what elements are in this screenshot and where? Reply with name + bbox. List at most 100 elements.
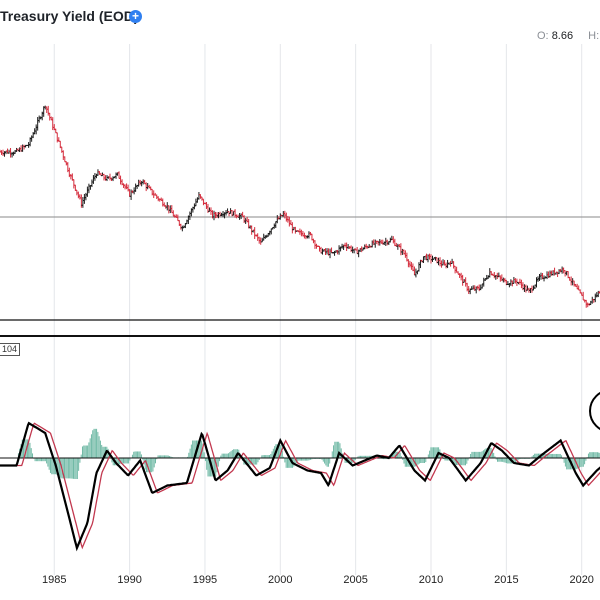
annotation-circle[interactable] — [589, 390, 600, 432]
histogram-bar — [84, 445, 86, 458]
histogram-bar — [161, 455, 163, 458]
histogram-bar — [488, 448, 490, 458]
histogram-bar — [78, 458, 80, 471]
histogram-bar — [89, 438, 91, 458]
histogram-bar — [306, 458, 308, 461]
histogram-bar — [393, 452, 395, 458]
histogram-bar — [34, 458, 36, 462]
histogram-bar — [193, 440, 195, 458]
histogram-bar — [354, 458, 356, 460]
histogram-bar — [268, 455, 270, 458]
histogram-bar — [224, 453, 226, 458]
histogram-bar — [199, 440, 201, 458]
plus-circle-icon[interactable]: + — [129, 10, 142, 23]
histogram-bar — [217, 458, 219, 467]
histogram-bar — [124, 458, 126, 464]
histogram-bar — [137, 451, 139, 458]
histogram-bar — [65, 458, 67, 479]
histogram-bar — [90, 434, 92, 458]
histogram-bar — [271, 451, 273, 458]
histogram-bar — [142, 458, 144, 460]
histogram-bar — [429, 450, 431, 458]
histogram-bar — [279, 444, 281, 458]
histogram-bar — [299, 458, 301, 461]
histogram-bar — [548, 453, 550, 458]
histogram-bar — [482, 450, 484, 458]
histogram-bar — [288, 458, 290, 468]
histogram-bar — [594, 452, 596, 458]
histogram-bar — [534, 453, 536, 458]
histogram-bar — [473, 451, 475, 458]
histogram-bar — [537, 453, 539, 458]
histogram-bar — [326, 458, 328, 467]
histogram-bar — [194, 440, 196, 458]
histogram-bar — [43, 458, 45, 462]
histogram-bar — [93, 428, 95, 458]
histogram-bar — [353, 458, 355, 462]
histogram-bar — [336, 441, 338, 458]
x-tick-label: 1985 — [42, 574, 66, 586]
open-value: 8.66 — [551, 30, 574, 42]
histogram-bar — [222, 453, 224, 458]
histogram-bar — [340, 448, 342, 458]
histogram-bar — [157, 455, 159, 458]
open-label: O: — [537, 30, 549, 42]
histogram-bar — [420, 458, 422, 463]
histogram-bar — [98, 436, 100, 458]
histogram-bar — [83, 445, 85, 458]
histogram-bar — [267, 455, 269, 458]
histogram-bar — [169, 456, 171, 458]
histogram-bar — [554, 453, 556, 458]
histogram-bar — [128, 458, 130, 464]
histogram-bar — [591, 452, 593, 458]
histogram-bar — [226, 453, 228, 458]
histogram-bar — [546, 453, 548, 458]
histogram-bar — [188, 452, 190, 458]
histogram-bar — [541, 453, 543, 458]
histogram-bar — [550, 453, 552, 458]
histogram-bar — [117, 458, 119, 465]
histogram-bar — [81, 446, 83, 458]
histogram-bar — [122, 458, 124, 464]
histogram-bar — [334, 441, 336, 458]
histogram-bar — [338, 441, 340, 458]
histogram-bar — [384, 458, 386, 460]
histogram-bar — [415, 458, 417, 467]
histogram-bar — [206, 458, 208, 470]
histogram-bar — [253, 458, 255, 465]
histogram-bar — [458, 458, 460, 466]
histogram-bar — [587, 453, 589, 458]
histogram-bar — [52, 458, 54, 475]
histogram-bar — [407, 458, 409, 467]
histogram-bar — [23, 439, 25, 458]
histogram-bar — [162, 455, 164, 458]
histogram-bar — [96, 428, 98, 458]
histogram-bar — [103, 446, 105, 458]
histogram-bar — [75, 458, 77, 479]
histogram-bar — [467, 458, 469, 461]
histogram-bar — [558, 453, 560, 458]
histogram-bar — [329, 458, 331, 464]
histogram-bar — [297, 458, 299, 462]
histogram-bar — [505, 458, 507, 464]
histogram-bar — [581, 458, 583, 467]
histogram-bar — [358, 455, 360, 458]
histogram-bar — [294, 458, 296, 465]
histogram-bar — [339, 443, 341, 458]
histogram-bar — [24, 439, 26, 458]
histogram-bar — [166, 455, 168, 458]
histogram-bar — [348, 458, 350, 463]
histogram-bar — [57, 458, 59, 476]
histogram-bar — [134, 451, 136, 458]
histogram-bar — [584, 458, 586, 465]
histogram-bar — [129, 458, 131, 461]
histogram-bar — [493, 452, 495, 458]
chart-header: Treasury Yield (EOD) + O: 8.66 H: — [0, 0, 600, 42]
histogram-bar — [126, 458, 128, 464]
histogram-bar — [29, 442, 31, 458]
histogram-bar — [427, 454, 429, 458]
histogram-bar — [231, 450, 233, 458]
histogram-bar — [312, 458, 314, 460]
histogram-bar — [598, 452, 600, 458]
